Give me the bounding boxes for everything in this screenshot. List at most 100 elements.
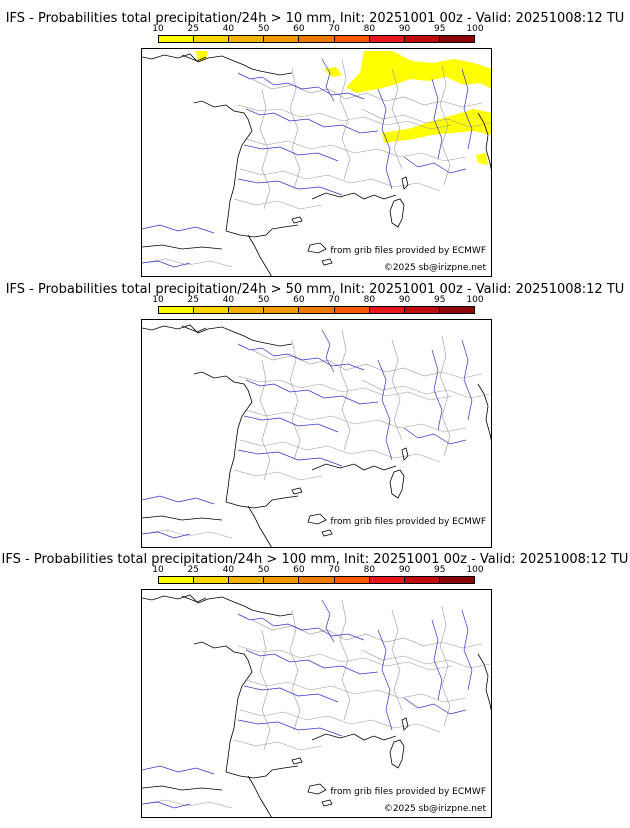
river-line	[142, 765, 215, 775]
scale-color-cell	[159, 36, 195, 42]
source-credit: from grib files provided by ECMWF	[329, 246, 487, 256]
coastline	[311, 733, 397, 741]
river-line	[237, 613, 365, 641]
admin-border-line	[339, 329, 351, 451]
island-outline	[401, 717, 409, 731]
island-outline	[307, 513, 327, 525]
copyright-credit: ©2025 sb@irizpne.net	[382, 804, 487, 814]
precip-probability-area	[196, 51, 208, 61]
island-outline	[321, 799, 333, 807]
scale-color-cell	[439, 577, 474, 583]
scale-tick-label: 40	[222, 295, 235, 305]
scale-color-cell	[404, 577, 440, 583]
panel-title: IFS - Probabilities total precipitation/…	[5, 282, 625, 297]
admin-border-line	[439, 605, 451, 727]
river-line	[142, 801, 191, 809]
river-line	[431, 619, 443, 701]
admin-border-line	[142, 799, 233, 809]
river-line	[431, 349, 443, 431]
river-line	[245, 379, 379, 405]
scale-color-cell	[439, 307, 474, 313]
coastline	[271, 765, 299, 771]
scale-color-cell	[439, 36, 474, 42]
color-scale: 10 25 40 50 60 70 80 90 95 100	[152, 295, 484, 317]
coastline	[225, 389, 253, 503]
admin-border-line	[391, 339, 403, 441]
scale-color-cell	[194, 36, 230, 42]
map-canvas	[142, 51, 491, 276]
scale-color-cell	[194, 577, 230, 583]
scale-color-cell	[229, 577, 265, 583]
precip-probability-area	[324, 67, 342, 77]
admin-border-line	[259, 359, 271, 481]
scale-tick-label: 10	[152, 295, 164, 305]
river-line	[245, 649, 379, 675]
admin-border-line	[259, 629, 271, 751]
river-line	[142, 531, 191, 539]
island-outline	[291, 757, 303, 765]
coastline	[142, 53, 293, 76]
scale-tick-label: 60	[293, 24, 305, 34]
color-scale-bar	[158, 35, 475, 43]
color-scale-ticks: 10 25 40 50 60 70 80 90 95 100	[152, 24, 483, 34]
river-line	[237, 449, 343, 467]
scale-color-cell	[159, 577, 195, 583]
scale-tick-label: 80	[363, 565, 376, 575]
admin-border-line	[339, 58, 351, 180]
scale-color-cell	[264, 307, 300, 313]
river-line	[461, 339, 473, 421]
island-outline	[389, 469, 405, 499]
scale-tick-label: 100	[466, 295, 484, 305]
coastline	[477, 112, 491, 171]
scale-color-cell	[334, 36, 370, 42]
scale-tick-label: 95	[434, 295, 446, 305]
scale-tick-label: 25	[187, 24, 199, 34]
coastline	[225, 118, 253, 232]
admin-border-line	[391, 68, 403, 170]
scale-color-cell	[299, 36, 335, 42]
coastline	[181, 325, 207, 333]
scale-tick-label: 95	[434, 565, 446, 575]
color-scale-bar	[158, 306, 475, 314]
river-line	[237, 178, 343, 196]
admin-border-line	[233, 739, 323, 751]
coastline	[225, 659, 253, 773]
river-line	[245, 108, 379, 134]
scale-color-cell	[334, 577, 370, 583]
scale-color-cell	[404, 36, 440, 42]
scale-tick-label: 100	[466, 565, 484, 575]
admin-border-line	[339, 599, 351, 721]
scale-color-cell	[264, 36, 300, 42]
scale-tick-label: 80	[363, 24, 376, 34]
admin-border-line	[439, 335, 451, 457]
island-outline	[321, 529, 333, 537]
river-line	[461, 609, 473, 691]
scale-tick-label: 40	[222, 565, 235, 575]
source-credit: from grib files provided by ECMWF	[329, 517, 487, 527]
color-scale: 10 25 40 50 60 70 80 90 95 100	[152, 24, 484, 46]
river-line	[321, 58, 335, 102]
coastline	[247, 505, 272, 547]
admin-border-line	[245, 679, 467, 703]
scale-color-cell	[404, 307, 440, 313]
map-frame: from grib files provided by ECMWF ©2025 …	[141, 589, 492, 818]
coastline	[271, 224, 299, 230]
admin-border-line	[142, 529, 233, 539]
admin-border-line	[361, 379, 491, 399]
scale-tick-label: 40	[222, 24, 235, 34]
admin-border-line	[237, 645, 453, 671]
coastline	[142, 594, 293, 617]
admin-border-line	[391, 609, 403, 711]
admin-border-line	[239, 439, 441, 463]
island-outline	[291, 487, 303, 495]
island-outline	[321, 258, 333, 266]
admin-border-line	[289, 68, 301, 190]
river-line	[237, 72, 365, 100]
scale-tick-label: 50	[257, 565, 270, 575]
coastline	[311, 463, 397, 471]
coastline	[181, 595, 207, 603]
scale-tick-label: 70	[328, 565, 340, 575]
scale-tick-label: 60	[293, 295, 305, 305]
scale-tick-label: 50	[257, 295, 270, 305]
coastline	[142, 324, 293, 347]
